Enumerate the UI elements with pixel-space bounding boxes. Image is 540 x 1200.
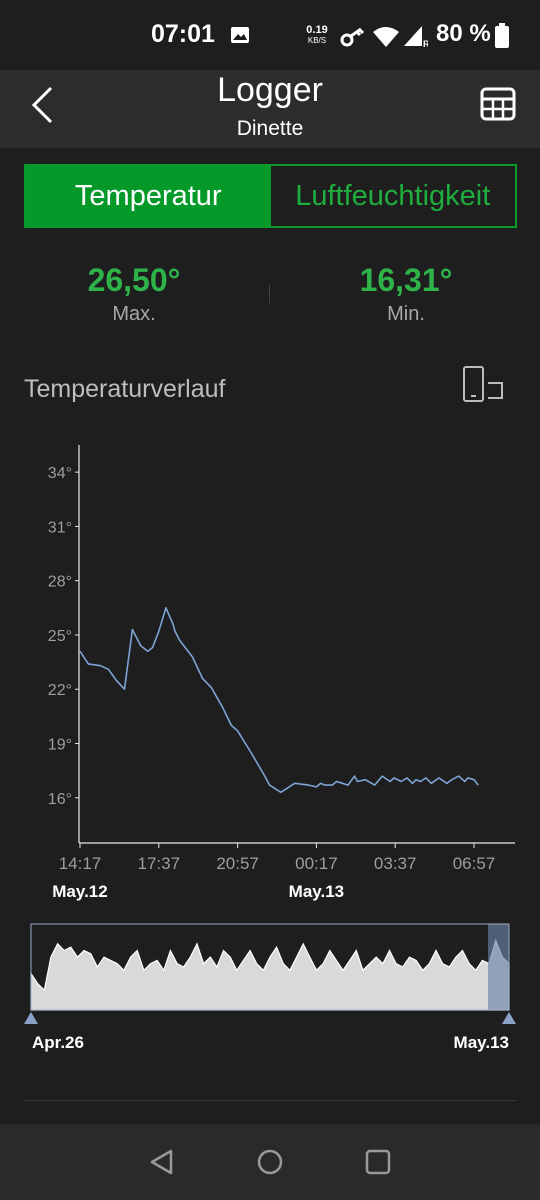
- navigator-selection: [488, 924, 509, 1010]
- back-button[interactable]: [22, 80, 62, 130]
- navigator-frame: [30, 923, 510, 1011]
- net-speed: 0.19 KB/S: [300, 24, 334, 46]
- page-title: Logger: [217, 71, 323, 109]
- battery-percent: 80 %: [436, 20, 491, 47]
- wifi-icon: [373, 27, 399, 47]
- y-tick-label: 28°: [48, 574, 72, 591]
- date-label: May.13: [289, 882, 344, 901]
- y-tick-label: 19°: [48, 737, 72, 754]
- status-bar: 07:01 0.19 KB/S R 80 %: [0, 0, 540, 70]
- table-view-button[interactable]: [478, 84, 518, 124]
- table-grid-icon: [480, 87, 516, 121]
- system-nav-bar: [0, 1124, 540, 1200]
- tab-bar: Temperatur Luftfeuchtigkeit: [24, 164, 517, 228]
- signal-icon: R: [404, 26, 428, 48]
- svg-text:R: R: [423, 39, 428, 48]
- x-tick-label: 17:37: [138, 854, 181, 873]
- y-tick-label: 25°: [48, 628, 72, 645]
- tab-luftfeuchtigkeit[interactable]: Luftfeuchtigkeit: [270, 166, 515, 226]
- recents-square-icon[interactable]: [362, 1146, 394, 1178]
- back-triangle-icon[interactable]: [146, 1146, 178, 1178]
- home-circle-icon[interactable]: [254, 1146, 286, 1178]
- y-tick-label: 31°: [48, 519, 72, 536]
- status-time: 07:01: [151, 20, 215, 48]
- range-handle-right: [502, 1012, 516, 1024]
- net-speed-value: 0.19: [306, 24, 328, 36]
- y-tick-label: 22°: [48, 682, 72, 699]
- page-subtitle: Dinette: [236, 117, 304, 140]
- x-tick-label: 06:57: [453, 854, 496, 873]
- x-tick-label: 14:17: [59, 854, 102, 873]
- x-tick-label: 00:17: [295, 854, 338, 873]
- battery-icon: [495, 23, 509, 48]
- tab-temperatur[interactable]: Temperatur: [26, 166, 271, 226]
- rotate-screen-icon[interactable]: [460, 365, 508, 405]
- chevron-left-icon: [31, 86, 53, 124]
- max-stat: 26,50° Max.: [34, 262, 234, 326]
- max-value: 26,50°: [87, 262, 181, 298]
- image-icon: [231, 27, 249, 43]
- section-title: Temperaturverlauf: [24, 375, 226, 403]
- stats-divider: [269, 285, 270, 303]
- y-tick-label: 16°: [48, 791, 72, 808]
- x-tick-label: 20:57: [216, 854, 259, 873]
- min-value: 16,31°: [359, 262, 453, 298]
- y-tick-label: 34°: [48, 465, 72, 482]
- range-handle-left: [24, 1012, 38, 1024]
- min-stat: 16,31° Min.: [306, 262, 506, 326]
- date-label: May.12: [52, 882, 107, 901]
- range-end-label: May.13: [454, 1033, 509, 1052]
- x-tick-label: 03:37: [374, 854, 417, 873]
- range-start-label: Apr.26: [32, 1033, 84, 1052]
- max-label: Max.: [112, 303, 156, 325]
- divider: [24, 1100, 516, 1101]
- navigator-area: [30, 938, 510, 1011]
- app-bar: Logger Dinette: [0, 70, 540, 148]
- net-speed-unit: KB/S: [307, 36, 327, 45]
- temperature-chart[interactable]: 34° 31° 28° 25° 22° 19° 16° 14:17 17:37 20:57 00:1…: [0, 430, 540, 910]
- temperature-line: [79, 607, 479, 794]
- min-label: Min.: [387, 303, 425, 325]
- range-navigator[interactable]: Apr.26 May.13: [0, 915, 540, 1065]
- key-icon: [340, 27, 365, 47]
